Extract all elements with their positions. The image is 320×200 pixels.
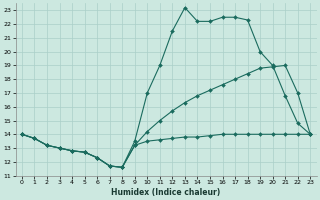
X-axis label: Humidex (Indice chaleur): Humidex (Indice chaleur) <box>111 188 221 197</box>
